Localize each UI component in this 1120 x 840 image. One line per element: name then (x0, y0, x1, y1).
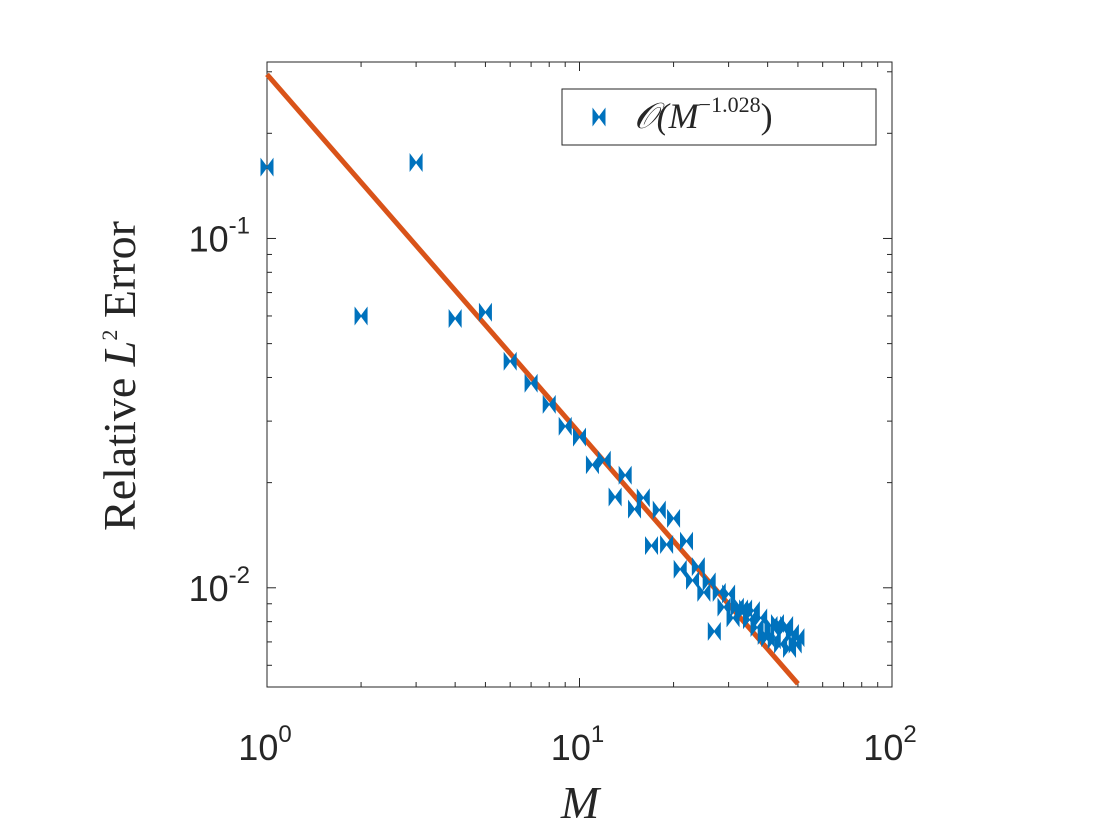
y-axis-label-post: Error (94, 221, 145, 330)
data-point (448, 309, 462, 329)
data-point (791, 628, 805, 648)
y-tick-exp: -1 (229, 212, 250, 239)
x-tick-base: 10 (551, 727, 591, 768)
data-point (707, 621, 721, 641)
data-point (680, 531, 694, 551)
plot-area (267, 62, 892, 687)
legend-box (561, 88, 877, 146)
data-point (573, 427, 586, 447)
legend[interactable]: 𝒪(M−1.028) (561, 88, 877, 146)
data-point (503, 351, 517, 371)
data-point (618, 465, 632, 485)
y-tick-label: 10-2 (189, 562, 250, 609)
plot-frame (266, 61, 893, 688)
data-point (686, 570, 700, 590)
x-tick-base: 10 (238, 727, 278, 768)
x-tick-exp: 2 (903, 721, 916, 748)
y-axis-label-var: L (94, 341, 145, 368)
minor-ticks (267, 62, 892, 687)
data-point (652, 500, 666, 520)
y-axis-label-pre: Relative (94, 366, 145, 531)
legend-entry-close: ) (761, 96, 773, 136)
data-point (354, 306, 368, 326)
data-point (542, 394, 556, 414)
x-tick-exp: 0 (278, 721, 291, 748)
x-axis-label: M (560, 777, 602, 828)
y-tick-base: 10 (189, 568, 229, 609)
data-point (260, 157, 274, 177)
data-point (524, 373, 538, 393)
y-tick-label: 10-1 (189, 212, 250, 259)
data-point (691, 557, 705, 577)
data-point (722, 584, 736, 604)
y-tick-exp: -2 (229, 562, 250, 589)
x-tick-label: 101 (551, 721, 604, 768)
y-axis-label: Relative L2 Error (94, 221, 145, 531)
x-tick-label: 100 (238, 721, 291, 768)
x-tick-base: 10 (863, 727, 903, 768)
data-point (478, 302, 492, 322)
data-point (673, 559, 687, 579)
data-point (660, 535, 674, 555)
data-point (702, 572, 716, 592)
y-tick-labels: 10-210-1 (189, 212, 250, 608)
data-point (645, 536, 659, 556)
legend-entry-sup: −1.028 (699, 92, 761, 117)
legend-entry: 𝒪(M−1.028) (634, 92, 773, 136)
y-tick-base: 10 (189, 218, 229, 259)
legend-entry-base: 𝒪(M (634, 96, 701, 136)
x-tick-exp: 1 (591, 721, 604, 748)
x-tick-labels: 100 101 102 (238, 721, 916, 768)
data-point (754, 608, 768, 628)
data-point (697, 582, 711, 602)
data-point (597, 450, 611, 470)
y-axis-label-sup: 2 (97, 330, 122, 341)
x-tick-label: 102 (863, 721, 916, 768)
data-point (558, 416, 572, 436)
data-point (608, 487, 622, 507)
data-point (667, 508, 681, 528)
legend-marker-icon (592, 107, 606, 127)
data-point (409, 152, 423, 172)
data-point (636, 488, 650, 508)
legend-marker (592, 107, 606, 127)
data-points (260, 152, 805, 659)
